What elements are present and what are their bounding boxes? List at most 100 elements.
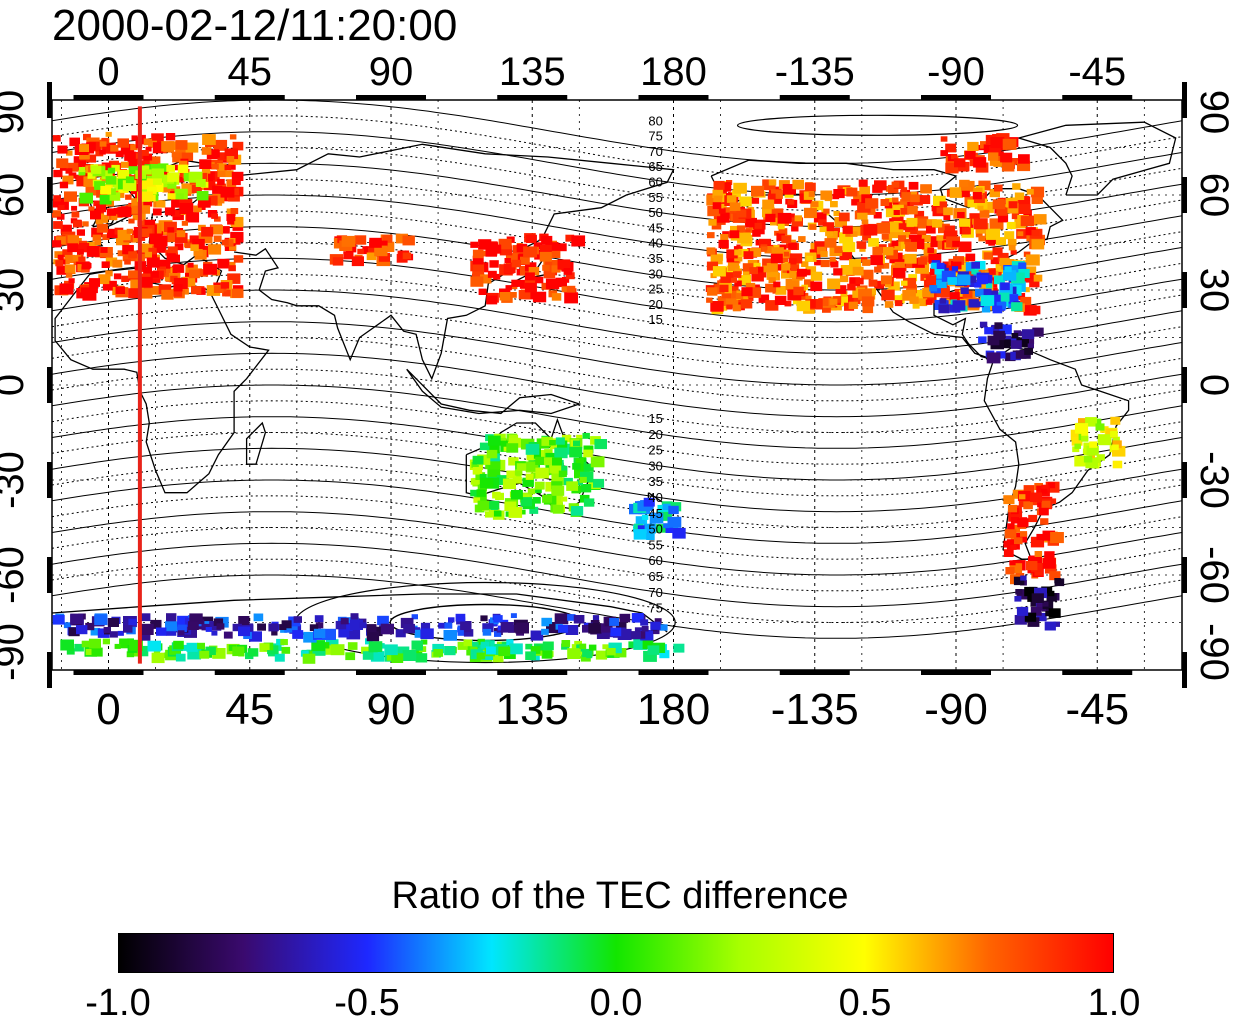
contour-line bbox=[51, 574, 1183, 639]
tec-patch-australia bbox=[469, 432, 607, 520]
frame-bar bbox=[47, 557, 52, 593]
frame-bar bbox=[497, 95, 568, 100]
tec-patch-us-east bbox=[929, 260, 1030, 314]
colorbar-tick-label: 0.0 bbox=[589, 982, 643, 1024]
contour-line bbox=[51, 352, 1183, 418]
tec-patch-antarctic-coast bbox=[60, 638, 685, 664]
contour-line bbox=[51, 416, 1183, 481]
contour-line bbox=[51, 321, 1183, 386]
contour-label: 40 bbox=[648, 490, 662, 505]
lon-tick-bottom: -45 bbox=[1065, 685, 1130, 734]
contour-label: 20 bbox=[648, 297, 662, 312]
frame-bar bbox=[779, 670, 850, 675]
contour-label: 80 bbox=[648, 113, 662, 128]
colorbar-tick-label: 1.0 bbox=[1087, 982, 1141, 1024]
frame-bar bbox=[638, 670, 709, 675]
lon-tick-bottom: 0 bbox=[96, 685, 121, 734]
contour-label: 55 bbox=[648, 190, 662, 205]
lon-tick-top: 90 bbox=[368, 50, 414, 94]
lon-tick-bottom: -90 bbox=[924, 685, 988, 734]
tec-patch-patagonia bbox=[1013, 575, 1065, 631]
lon-tick-bottom: 90 bbox=[366, 685, 416, 734]
frame-bar bbox=[214, 95, 285, 100]
contour-label: 65 bbox=[648, 569, 662, 584]
contour-label: 60 bbox=[648, 175, 662, 190]
colorbar-title: Ratio of the TEC difference bbox=[391, 875, 849, 917]
tec-map: 8075706560555045403530252015152025303540… bbox=[47, 82, 1187, 688]
tec-patch-central-asia bbox=[329, 233, 415, 267]
frame-bar bbox=[47, 462, 52, 498]
coast-antarctica bbox=[51, 593, 668, 633]
contour-label: 75 bbox=[648, 129, 662, 144]
frame-bar bbox=[73, 670, 144, 675]
contour-line bbox=[51, 447, 1183, 513]
lon-tick-top: -135 bbox=[774, 50, 855, 94]
frame-bar bbox=[47, 177, 52, 213]
frame-bar bbox=[47, 367, 52, 403]
tec-patch-east-asia bbox=[470, 233, 586, 305]
coast-greenland bbox=[1016, 121, 1177, 196]
frame-bar bbox=[356, 670, 426, 675]
contour-label: 60 bbox=[648, 553, 662, 568]
tec-patch-scandinavia-north bbox=[78, 163, 209, 205]
frame-bar bbox=[1182, 557, 1187, 593]
contour-line bbox=[51, 479, 1183, 544]
frame-bar bbox=[47, 82, 52, 118]
colorbar bbox=[118, 933, 1114, 973]
lon-tick-bottom: 180 bbox=[636, 685, 711, 734]
contour-label: 55 bbox=[648, 537, 662, 552]
frame-bar bbox=[1182, 652, 1187, 688]
frame-bar bbox=[1062, 670, 1133, 675]
tec-patch-caribbean bbox=[978, 321, 1044, 364]
lon-tick-bottom: 135 bbox=[495, 685, 569, 734]
lon-tick-bottom: 45 bbox=[225, 685, 275, 734]
coast-indonesia bbox=[406, 368, 582, 415]
lon-tick-top: -45 bbox=[1068, 50, 1127, 94]
contour-label: 15 bbox=[648, 411, 662, 426]
contour-label: 30 bbox=[648, 458, 662, 473]
contour-label: 30 bbox=[648, 266, 662, 281]
tec-patch-antarctic-belt bbox=[52, 613, 668, 643]
lon-tick-top: 180 bbox=[640, 50, 707, 94]
contour-label: 70 bbox=[648, 144, 662, 159]
frame-bar bbox=[497, 670, 568, 675]
frame-bar bbox=[73, 95, 144, 100]
contour-label: 35 bbox=[648, 251, 662, 266]
contour-line bbox=[51, 542, 1183, 608]
contour-label: 65 bbox=[648, 159, 662, 174]
frame-bar bbox=[356, 95, 426, 100]
frame-bar bbox=[1062, 95, 1133, 100]
contour-label: 45 bbox=[648, 220, 662, 235]
contour-label: 50 bbox=[648, 205, 662, 220]
colorbar-tick-label: -1.0 bbox=[85, 982, 151, 1024]
frame-bar bbox=[1182, 272, 1187, 308]
contour-label: 75 bbox=[648, 601, 662, 616]
coast-asia bbox=[234, 143, 675, 381]
contour-label: 50 bbox=[648, 522, 662, 537]
contour-label: 45 bbox=[648, 506, 662, 521]
contour-label: 20 bbox=[648, 427, 662, 442]
frame-bar bbox=[1182, 177, 1187, 213]
frame-bar bbox=[779, 95, 850, 100]
coast-madagascar bbox=[245, 421, 267, 465]
lon-tick-top: 45 bbox=[227, 50, 273, 94]
tec-patch-south-america-south bbox=[1003, 481, 1064, 585]
contour-line bbox=[51, 511, 1183, 576]
contour-label: 25 bbox=[648, 282, 662, 297]
frame-bar bbox=[921, 670, 991, 675]
lon-tick-top: -90 bbox=[927, 50, 985, 94]
frame-bar bbox=[214, 670, 285, 675]
timestamp-label: 2000-02-12/11:20:00 bbox=[52, 1, 458, 50]
contour-label: 35 bbox=[648, 474, 662, 489]
contour-line bbox=[51, 131, 1183, 196]
frame-bar bbox=[921, 95, 991, 100]
contour-label: 70 bbox=[648, 585, 662, 600]
frame-bar bbox=[1182, 82, 1187, 118]
tec-patch-alaska-canada-north bbox=[940, 133, 1031, 174]
frame-bar bbox=[638, 95, 709, 100]
contour-label: 25 bbox=[648, 443, 662, 458]
lon-tick-top: 135 bbox=[498, 50, 566, 94]
tec-patch-new-zealand bbox=[629, 497, 686, 540]
lon-tick-bottom: -135 bbox=[770, 685, 859, 734]
frame-bar bbox=[1182, 367, 1187, 403]
